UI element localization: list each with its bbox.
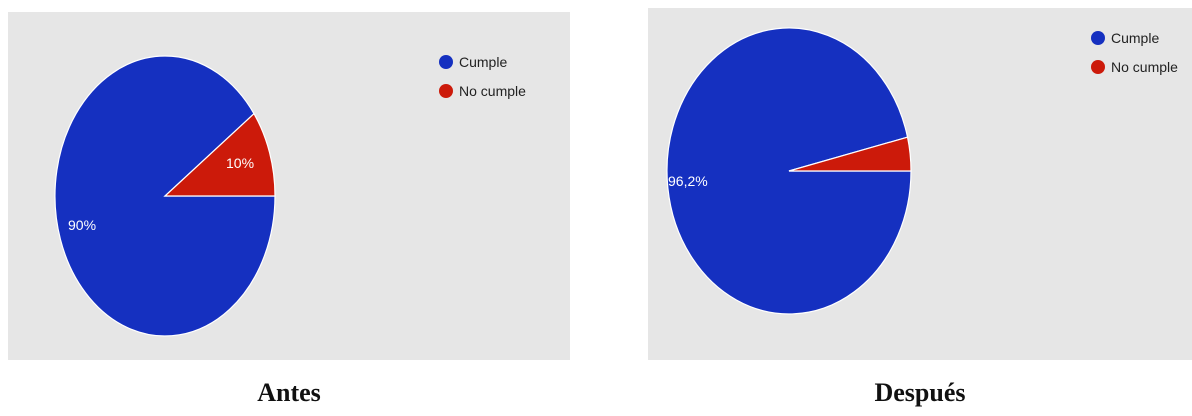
pie-slice-despues-no-cumple	[788, 136, 912, 172]
legend-label-despues-1: No cumple	[1111, 59, 1178, 75]
legend-marker-despues-0	[1091, 31, 1105, 45]
caption-antes: Antes	[257, 378, 321, 407]
slice-label-antes-0: 90%	[68, 217, 96, 233]
legend-marker-antes-1	[439, 84, 453, 98]
legend-label-antes-0: Cumple	[459, 54, 507, 70]
pie-chart-despues: 96,2% Cumple No cumple	[666, 27, 1178, 315]
chart-panel-antes: 90% 10% Cumple No cumple	[8, 12, 570, 360]
chart-panel-despues: 96,2% Cumple No cumple	[648, 8, 1192, 360]
legend-marker-despues-1	[1091, 60, 1105, 74]
slice-label-despues-0: 96,2%	[668, 173, 708, 189]
legend-marker-antes-0	[439, 55, 453, 69]
slice-label-antes-1: 10%	[226, 155, 254, 171]
caption-despues: Después	[874, 378, 966, 407]
pie-chart-antes: 90% 10% Cumple No cumple	[54, 54, 526, 337]
legend-label-despues-0: Cumple	[1111, 30, 1159, 46]
legend-label-antes-1: No cumple	[459, 83, 526, 99]
pie-slice-antes-no-cumple	[163, 112, 276, 197]
